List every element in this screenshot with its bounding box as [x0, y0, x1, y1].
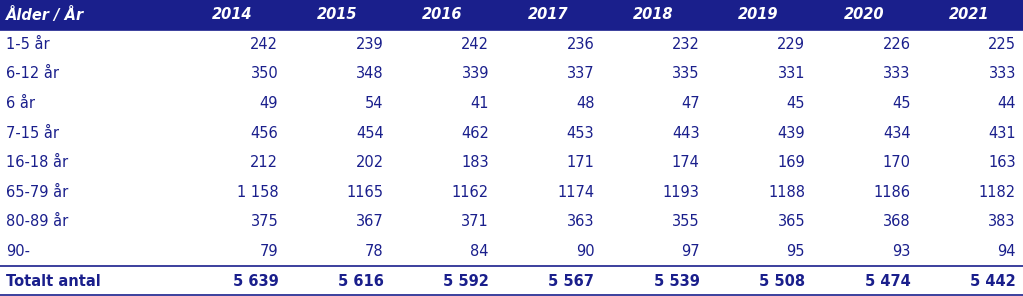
Text: 171: 171 [567, 155, 594, 170]
Text: 348: 348 [356, 67, 384, 81]
Text: 6 år: 6 år [6, 96, 35, 111]
Text: 333: 333 [883, 67, 910, 81]
Text: 5 474: 5 474 [864, 274, 910, 289]
Text: 183: 183 [461, 155, 489, 170]
Text: 236: 236 [567, 37, 594, 52]
Text: 2015: 2015 [317, 7, 357, 22]
Text: Totalt antal: Totalt antal [6, 274, 101, 289]
Text: 242: 242 [251, 37, 278, 52]
Text: 1188: 1188 [768, 185, 805, 200]
Text: 371: 371 [461, 215, 489, 229]
Text: 5 639: 5 639 [232, 274, 278, 289]
Text: 226: 226 [883, 37, 910, 52]
Text: 45: 45 [892, 96, 910, 111]
Text: 1165: 1165 [347, 185, 384, 200]
Text: 47: 47 [681, 96, 700, 111]
Text: 2017: 2017 [528, 7, 568, 22]
Text: 1174: 1174 [558, 185, 594, 200]
Text: 94: 94 [997, 244, 1016, 259]
Text: 78: 78 [365, 244, 384, 259]
Text: 1162: 1162 [452, 185, 489, 200]
Text: 453: 453 [567, 126, 594, 141]
Text: 225: 225 [988, 37, 1016, 52]
Text: 5 539: 5 539 [654, 274, 700, 289]
Text: 5 508: 5 508 [759, 274, 805, 289]
Text: 163: 163 [988, 155, 1016, 170]
Text: 431: 431 [988, 126, 1016, 141]
Text: 335: 335 [672, 67, 700, 81]
Text: Ålder / År: Ålder / År [6, 7, 84, 23]
Text: 333: 333 [988, 67, 1016, 81]
Text: 41: 41 [471, 96, 489, 111]
Text: 462: 462 [461, 126, 489, 141]
Text: 45: 45 [787, 96, 805, 111]
Text: 5 616: 5 616 [338, 274, 384, 289]
Text: 2020: 2020 [844, 7, 884, 22]
Text: 368: 368 [883, 215, 910, 229]
Text: 48: 48 [576, 96, 594, 111]
Text: 6-12 år: 6-12 år [6, 67, 59, 81]
Text: 2014: 2014 [212, 7, 252, 22]
Text: 212: 212 [251, 155, 278, 170]
Text: 170: 170 [883, 155, 910, 170]
Text: 5 442: 5 442 [970, 274, 1016, 289]
Text: 2018: 2018 [633, 7, 673, 22]
Text: 7-15 år: 7-15 år [6, 126, 59, 141]
Text: 49: 49 [260, 96, 278, 111]
Text: 2019: 2019 [739, 7, 779, 22]
Text: 79: 79 [260, 244, 278, 259]
Text: 5 592: 5 592 [443, 274, 489, 289]
Text: 331: 331 [777, 67, 805, 81]
Text: 202: 202 [356, 155, 384, 170]
Text: 1193: 1193 [663, 185, 700, 200]
Text: 80-89 år: 80-89 år [6, 215, 69, 229]
Text: 337: 337 [567, 67, 594, 81]
Text: 1182: 1182 [979, 185, 1016, 200]
Text: 44: 44 [997, 96, 1016, 111]
Text: 1-5 år: 1-5 år [6, 37, 50, 52]
Text: 367: 367 [356, 215, 384, 229]
Text: 90: 90 [576, 244, 594, 259]
Text: 97: 97 [681, 244, 700, 259]
Text: 84: 84 [471, 244, 489, 259]
Text: 232: 232 [672, 37, 700, 52]
Text: 454: 454 [356, 126, 384, 141]
Text: 95: 95 [787, 244, 805, 259]
Text: 375: 375 [251, 215, 278, 229]
Bar [0, 0, 1023, 30]
Text: 169: 169 [777, 155, 805, 170]
Text: 90-: 90- [6, 244, 30, 259]
Text: 1 158: 1 158 [236, 185, 278, 200]
Text: 93: 93 [892, 244, 910, 259]
Text: 2021: 2021 [949, 7, 989, 22]
Text: 54: 54 [365, 96, 384, 111]
Text: 456: 456 [251, 126, 278, 141]
Text: 355: 355 [672, 215, 700, 229]
Text: 339: 339 [461, 67, 489, 81]
Text: 239: 239 [356, 37, 384, 52]
Text: 16-18 år: 16-18 år [6, 155, 69, 170]
Text: 1186: 1186 [874, 185, 910, 200]
Text: 229: 229 [777, 37, 805, 52]
Text: 365: 365 [777, 215, 805, 229]
Text: 363: 363 [567, 215, 594, 229]
Text: 2016: 2016 [422, 7, 462, 22]
Text: 174: 174 [672, 155, 700, 170]
Text: 350: 350 [251, 67, 278, 81]
Text: 434: 434 [883, 126, 910, 141]
Text: 5 567: 5 567 [548, 274, 594, 289]
Text: 439: 439 [777, 126, 805, 141]
Text: 65-79 år: 65-79 år [6, 185, 69, 200]
Text: 242: 242 [461, 37, 489, 52]
Text: 383: 383 [988, 215, 1016, 229]
Text: 443: 443 [672, 126, 700, 141]
